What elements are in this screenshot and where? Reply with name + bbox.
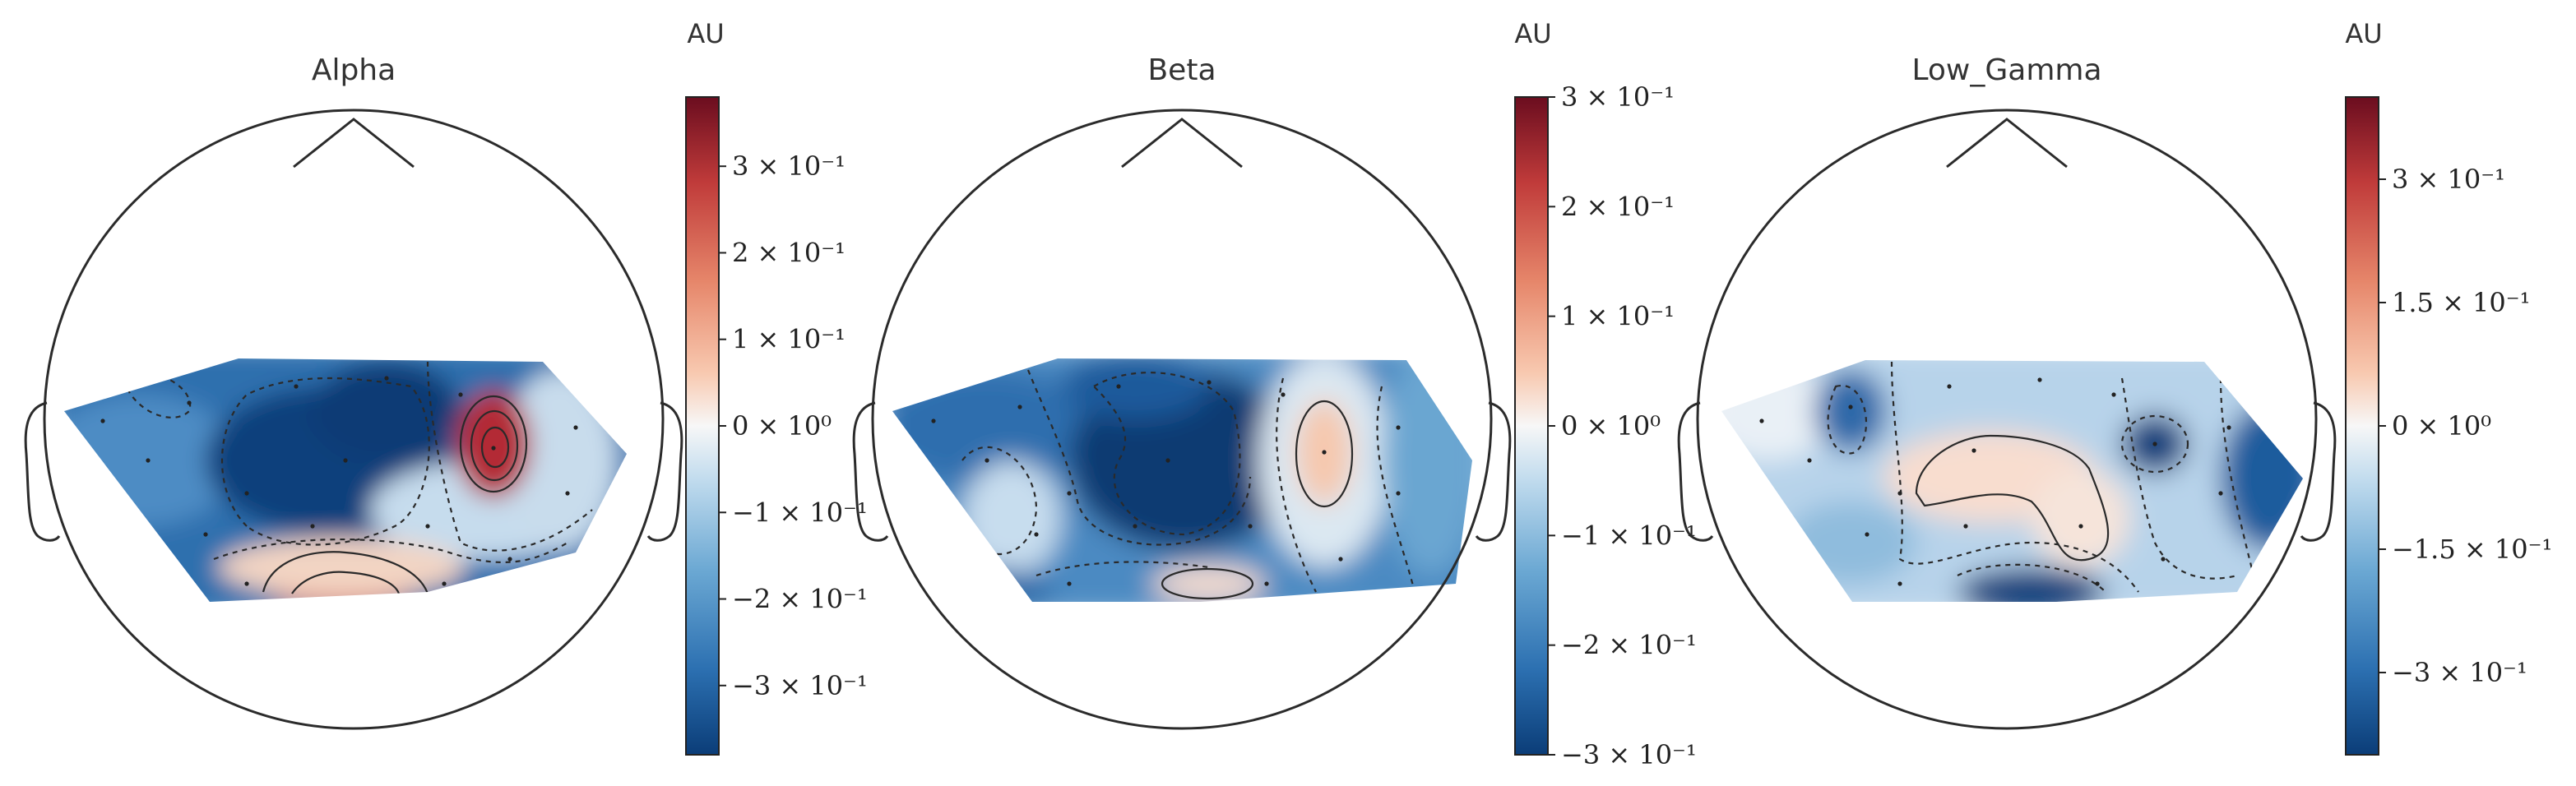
sensor-markers <box>100 376 578 586</box>
positive-contour <box>1295 400 1354 508</box>
colorbar-unit-label: AU <box>2345 18 2382 49</box>
negative-contour <box>1035 561 1210 577</box>
colorbar-tick-label: 1.5 × 10⁻¹ <box>2392 287 2530 318</box>
topomap-title: Alpha <box>312 53 396 87</box>
topomap-title: Low_Gamma <box>1911 53 2101 87</box>
colorbar-tick-label: −3 × 10⁻¹ <box>2392 657 2527 688</box>
colorbar-tick-label: 1 × 10⁻¹ <box>732 324 846 355</box>
negative-contour <box>426 361 593 552</box>
positive-contour <box>480 426 510 469</box>
colorbar-unit-label: AU <box>687 18 724 49</box>
colorbar: AU 3 × 10⁻¹ 2 × 10⁻¹ 1 × 10⁻¹ 0 × 10⁰ −1 × 1… <box>685 18 868 756</box>
colorbar-tick-label: 0 × 10⁰ <box>2392 410 2491 442</box>
topomap-field <box>64 358 627 602</box>
topomap-field <box>1721 360 2303 602</box>
topomap-title: Beta <box>1147 53 1216 87</box>
colorbar: AU 3 × 10⁻¹ 1.5 × 10⁻¹ 0 × 10⁰ −1.5 × 10⁻¹ −… <box>2345 18 2552 756</box>
positive-contour <box>1161 567 1254 600</box>
head-outline <box>1677 109 2337 730</box>
topomap-panel-low-gamma: Low_Gamma <box>1677 18 2552 756</box>
negative-contour <box>1890 361 2139 593</box>
topomap-field <box>892 358 1472 602</box>
topomap-panel-beta: Beta <box>852 18 1697 770</box>
negative-contour <box>213 538 568 564</box>
colorbar: AU 3 × 10⁻¹ 2 × 10⁻¹ 1 × 10⁻¹ 0 × 10⁰ −1 × 1… <box>1514 18 1697 770</box>
colorbar-tick-label: −2 × 10⁻¹ <box>732 584 868 615</box>
topomap-panel-alpha: Alpha <box>24 18 868 756</box>
positive-contour <box>470 409 519 482</box>
colorbar-tick-label: −3 × 10⁻¹ <box>732 670 868 701</box>
negative-contour <box>2219 377 2255 576</box>
positive-contour <box>1915 434 2110 562</box>
colorbar-unit-label: AU <box>1514 18 1551 49</box>
positive-contour <box>262 551 429 594</box>
colorbar-tick-label: −1.5 × 10⁻¹ <box>2392 534 2552 565</box>
colorbar-tick-label: 3 × 10⁻¹ <box>1561 81 1675 113</box>
colorbar-tick-label: 0 × 10⁰ <box>1561 410 1661 442</box>
negative-contour <box>961 446 1038 556</box>
negative-contour <box>2120 414 2189 474</box>
colorbar-tick-label: 2 × 10⁻¹ <box>1561 191 1675 222</box>
positive-contour <box>459 395 528 493</box>
colorbar-tick-label: 0 × 10⁰ <box>732 410 832 442</box>
colorbar-tick-label: −1 × 10⁻¹ <box>1561 520 1697 551</box>
sensor-markers <box>931 380 1401 586</box>
colorbar-tick-label: 3 × 10⁻¹ <box>2392 164 2505 195</box>
colorbar-tick-label: 1 × 10⁻¹ <box>1561 301 1675 332</box>
colorbar-tick-label: 3 × 10⁻¹ <box>732 150 846 182</box>
positive-contour <box>291 571 401 594</box>
negative-contour <box>1092 372 1241 536</box>
negative-contour <box>2120 377 2238 580</box>
colorbar-tick-label: −2 × 10⁻¹ <box>1561 630 1697 661</box>
colorbar-gradient <box>686 97 719 755</box>
sensor-markers <box>1759 377 2231 586</box>
head-outline <box>852 109 1512 730</box>
colorbar-gradient <box>1515 97 1548 755</box>
negative-contour <box>1276 377 1317 593</box>
colorbar-tick-label: −3 × 10⁻¹ <box>1561 739 1697 770</box>
head-outline <box>24 109 683 730</box>
colorbar-tick-label: 2 × 10⁻¹ <box>732 237 846 268</box>
colorbar-gradient <box>2346 97 2379 755</box>
colorbar-tick-label: −1 × 10⁻¹ <box>732 497 868 528</box>
